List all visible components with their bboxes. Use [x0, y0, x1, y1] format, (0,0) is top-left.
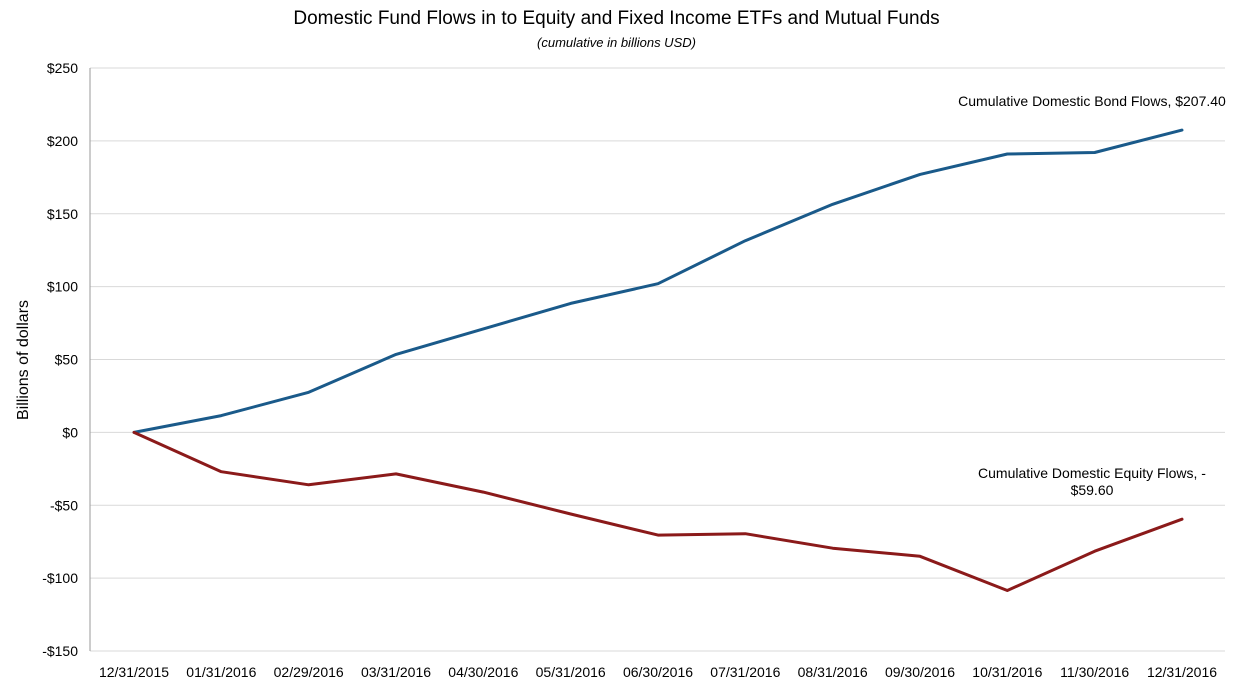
x-tick-label: 10/31/2016 — [972, 664, 1042, 680]
chart-title: Domestic Fund Flows in to Equity and Fix… — [293, 8, 940, 29]
series-line-1 — [132, 430, 1184, 592]
x-tick-label: 04/30/2016 — [448, 664, 518, 680]
y-tick-label: $200 — [47, 133, 78, 149]
y-tick-label: -$50 — [50, 497, 78, 513]
y-tick-label: -$100 — [42, 570, 78, 586]
chart-subtitle: (cumulative in billions USD) — [537, 35, 696, 50]
y-tick-label: $250 — [47, 60, 78, 76]
x-tick-label: 01/31/2016 — [186, 664, 256, 680]
x-tick-label: 02/29/2016 — [274, 664, 344, 680]
x-tick-label: 06/30/2016 — [623, 664, 693, 680]
x-tick-label: 11/30/2016 — [1060, 664, 1129, 680]
annotation-layer: Cumulative Domestic Bond Flows, $207.40 C… — [958, 93, 1226, 498]
data-label-0: Cumulative Domestic Bond Flows, $207.40 — [958, 93, 1226, 109]
x-tick-label: 05/31/2016 — [536, 664, 606, 680]
x-tick-label: 09/30/2016 — [885, 664, 955, 680]
x-tick-label: 07/31/2016 — [710, 664, 780, 680]
axis-layer: -$150 -$100 -$50 $0 $50 $100 $150 $200 $250 12/31… — [42, 60, 1217, 680]
y-tick-label: $150 — [47, 206, 78, 222]
x-tick-label: 03/31/2016 — [361, 664, 431, 680]
grid-layer — [90, 67, 1225, 652]
y-tick-label: -$150 — [42, 643, 78, 659]
x-tick-label: 12/31/2015 — [99, 664, 169, 680]
series-layer — [132, 128, 1184, 592]
data-label-1: Cumulative Domestic Equity Flows, -$59.6… — [978, 465, 1206, 498]
series-line-0 — [132, 128, 1184, 434]
x-tick-label: 12/31/2016 — [1147, 664, 1217, 680]
y-tick-label: $100 — [47, 279, 78, 295]
x-tick-label: 08/31/2016 — [798, 664, 868, 680]
y-tick-label: $50 — [55, 352, 79, 368]
y-tick-label: $0 — [62, 424, 78, 440]
